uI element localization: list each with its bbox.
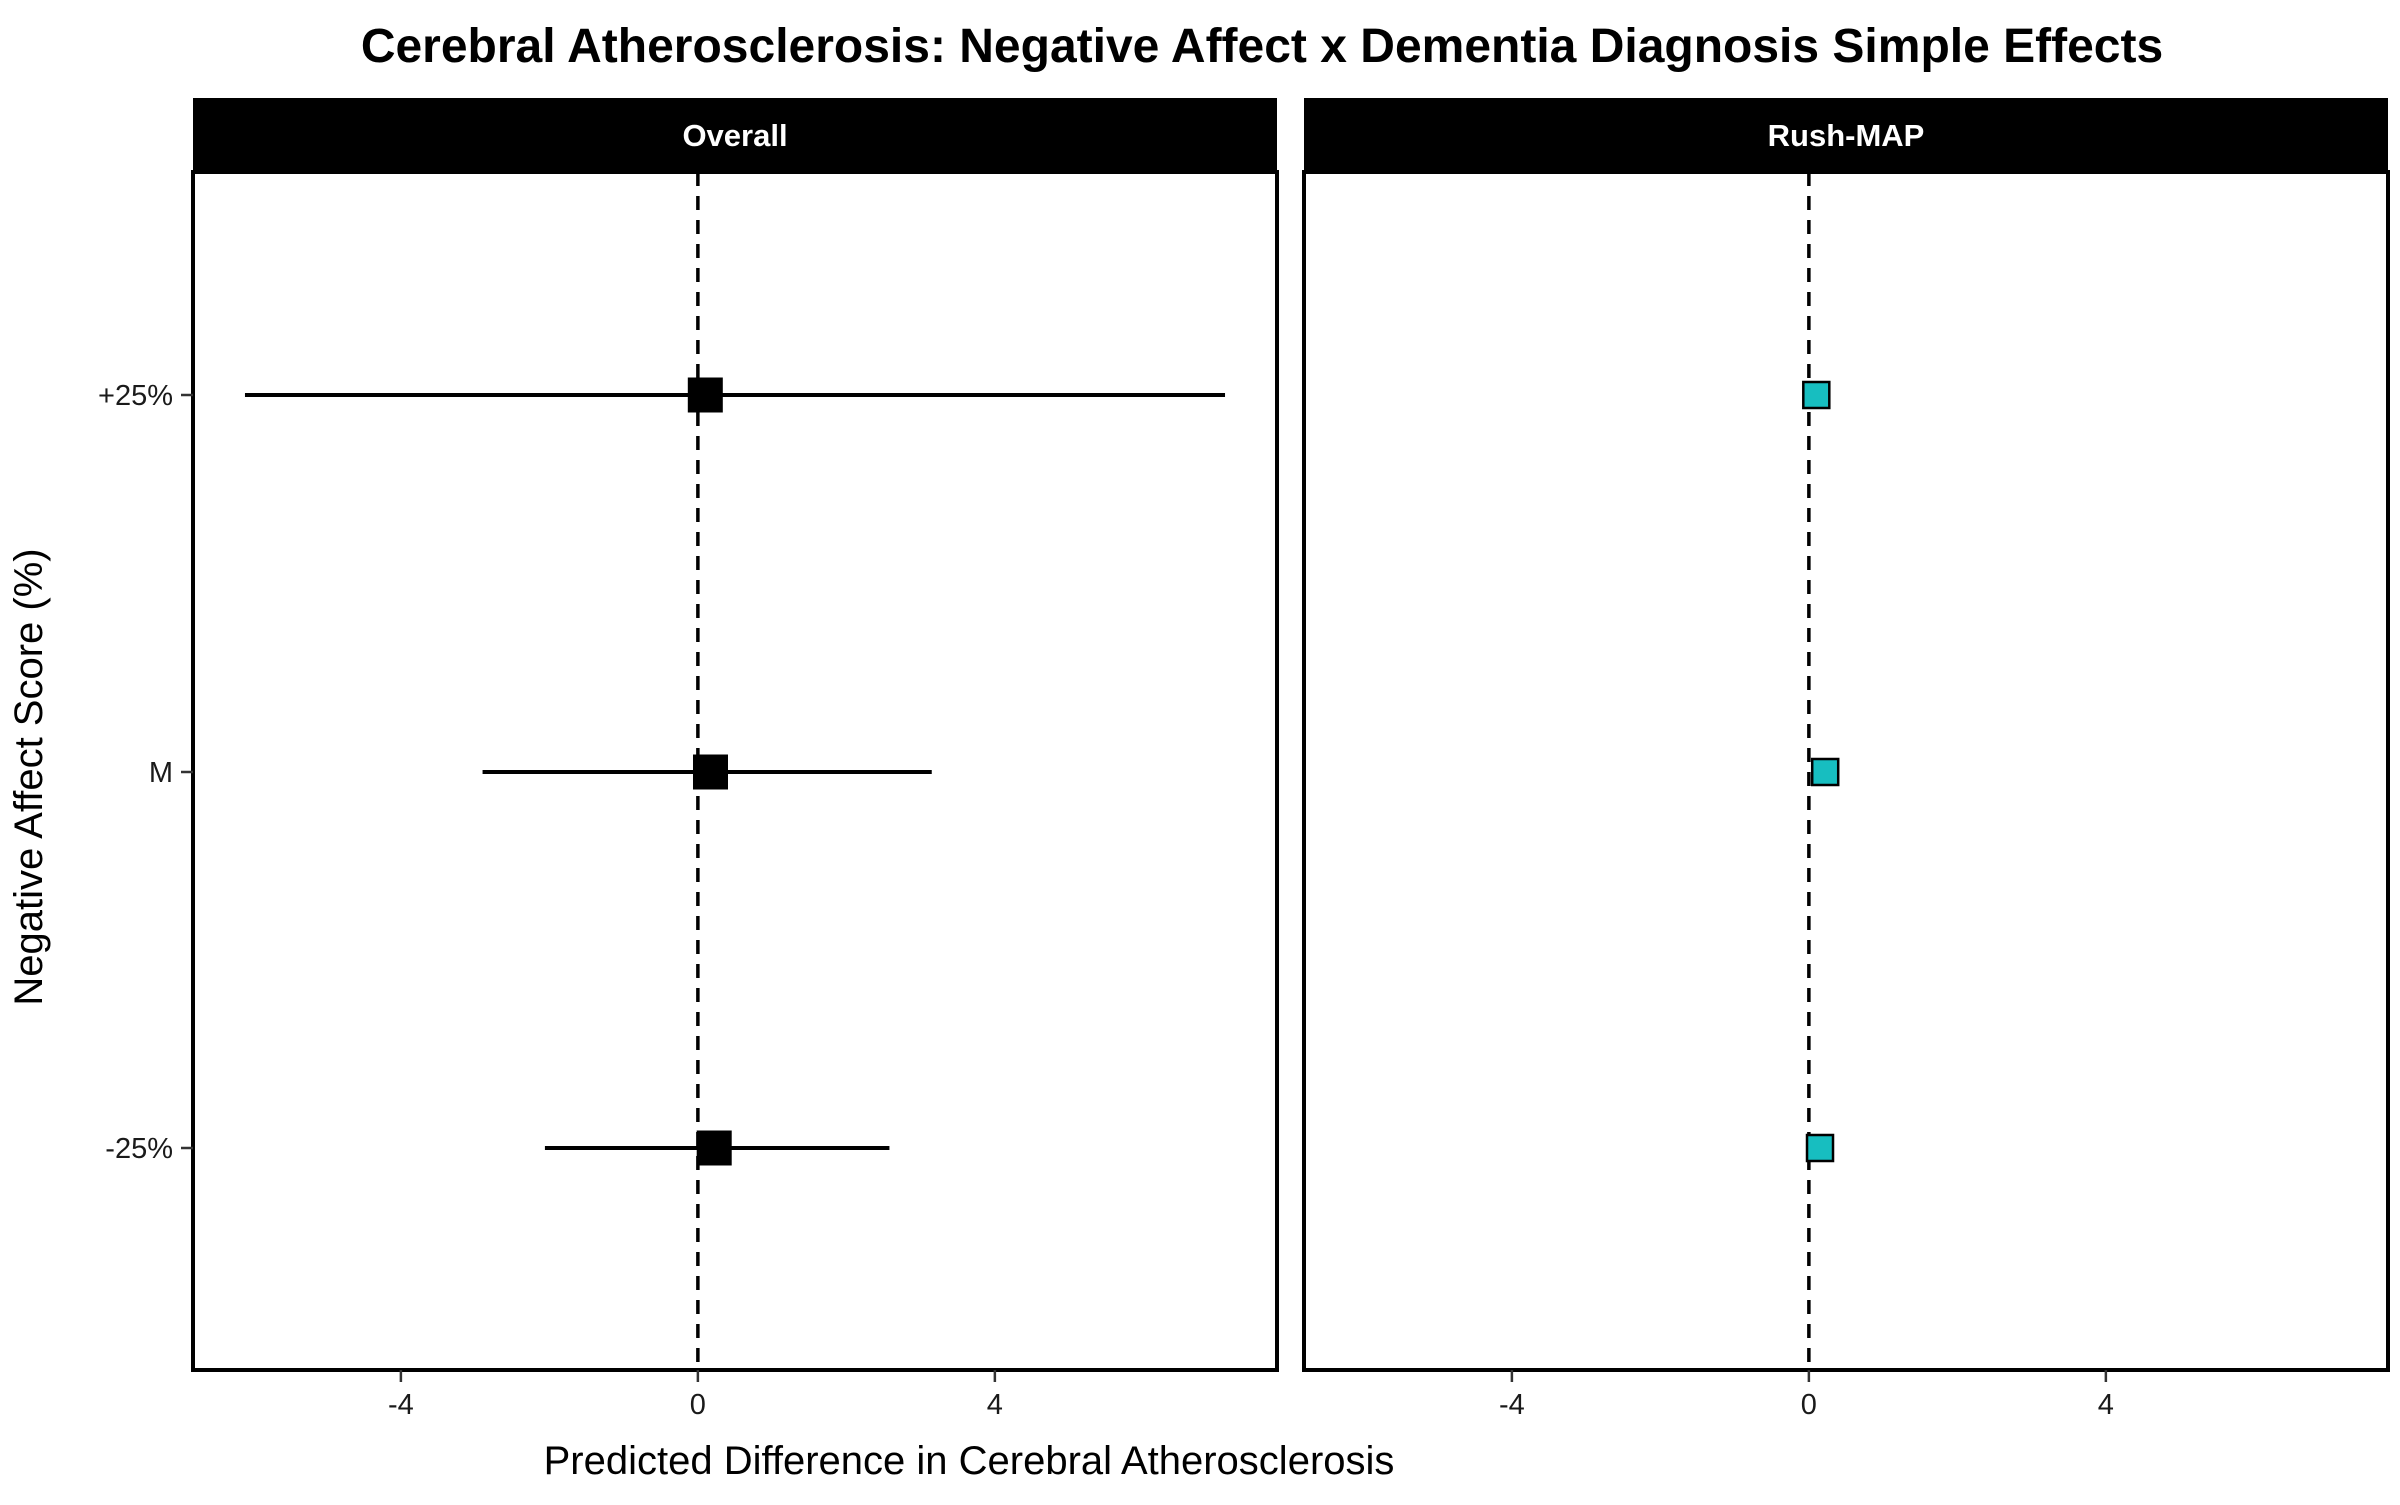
x-tick-label: -4 [1499, 1389, 1525, 1421]
y-tick-label: +25% [98, 380, 173, 412]
y-axis-title: Negative Affect Score (%) [7, 548, 51, 1005]
panel-rush-map: Rush-MAP -4 0 4 [1302, 98, 2390, 1421]
panels-layer: Overall -4 0 4 +25% M -25% Rush-MAP -4 0 4 [98, 98, 2390, 1421]
point-marker [1805, 1133, 1835, 1163]
y-tick-label: M [149, 757, 173, 789]
facet-strip-label: Overall [682, 118, 787, 153]
point-marker [687, 377, 723, 413]
y-tick-label: -25% [105, 1133, 173, 1165]
point-marker [692, 754, 728, 790]
x-tick-label: 0 [690, 1389, 706, 1421]
x-tick-label: 4 [2098, 1389, 2114, 1421]
panel-overall: Overall -4 0 4 +25% M -25% [98, 98, 1279, 1421]
point-marker [1810, 757, 1840, 787]
facet-strip [1304, 98, 2388, 172]
panel-border [1302, 170, 2390, 1372]
x-axis-title: Predicted Difference in Cerebral Atheros… [544, 1439, 1395, 1483]
point-marker [1802, 380, 1831, 410]
facet-strip [193, 98, 1277, 172]
point-marker [696, 1130, 732, 1166]
chart-title: Cerebral Atherosclerosis: Negative Affec… [361, 20, 2163, 73]
x-tick-label: -4 [388, 1389, 414, 1421]
x-tick-label: 0 [1801, 1389, 1817, 1421]
x-tick-label: 4 [987, 1389, 1003, 1421]
facet-strip-label: Rush-MAP [1768, 118, 1925, 153]
